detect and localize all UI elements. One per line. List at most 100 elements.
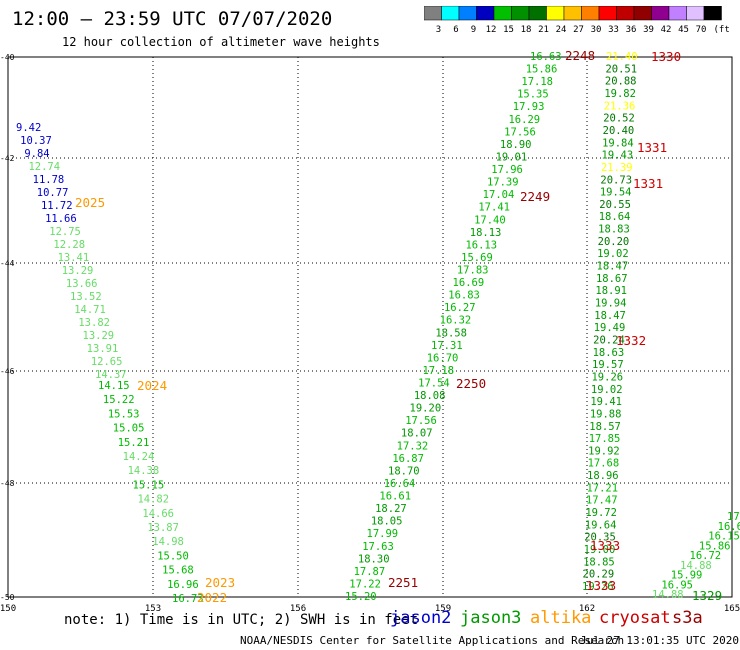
pass-label: 2250 xyxy=(456,376,486,391)
swh-value: 12.75 xyxy=(49,226,81,238)
swh-value: 16.13 xyxy=(465,239,497,251)
swh-value: 17.54 xyxy=(418,378,450,390)
map-frame xyxy=(7,56,733,598)
swh-value: 16.83 xyxy=(448,290,480,302)
scale-tick-label: 27 xyxy=(573,25,584,35)
scale-tick-label: 70 xyxy=(696,25,707,35)
swh-value: 16.64 xyxy=(384,478,416,490)
swh-value: 10.37 xyxy=(20,135,52,147)
swh-value: 20.73 xyxy=(600,174,632,186)
swh-value: 18.57 xyxy=(589,421,621,433)
swh-value: 14.71 xyxy=(74,304,106,316)
swh-value: 17.31 xyxy=(431,340,463,352)
pass-label: 1330 xyxy=(651,49,681,64)
swh-value: 15.86 xyxy=(526,64,558,76)
swh-value: 10.77 xyxy=(37,187,69,199)
swh-value: 17.41 xyxy=(478,202,510,214)
swh-value: 14.37 xyxy=(95,369,127,381)
swh-value: 16.70 xyxy=(427,352,459,364)
swh-value: 18.07 xyxy=(401,428,433,440)
pass-label: 2251 xyxy=(388,575,418,590)
swh-value: 15.86 xyxy=(699,540,731,552)
swh-value: 17.40 xyxy=(474,214,506,226)
swh-value: 17.63 xyxy=(362,541,394,553)
legend-altika: altika xyxy=(530,608,592,628)
swh-value: 17.85 xyxy=(589,433,621,445)
swh-value: 19.64 xyxy=(585,519,617,531)
scale-tick-label: 33 xyxy=(608,25,619,35)
swh-value: 13.91 xyxy=(87,343,119,355)
pass-label: 2024 xyxy=(137,378,167,393)
swh-value: 18.08 xyxy=(414,390,446,402)
swh-value: 14.66 xyxy=(142,508,174,520)
swh-value: 17.22 xyxy=(349,578,381,590)
swh-value: 14.82 xyxy=(137,494,169,506)
swh-value: 13.66 xyxy=(66,278,98,290)
swh-value: 17.56 xyxy=(405,415,437,427)
swh-value: 18.47 xyxy=(594,310,626,322)
swh-value: 16.27 xyxy=(444,302,476,314)
swh-value: 15.53 xyxy=(108,408,140,420)
pass-label: 1329 xyxy=(692,588,722,603)
pass-label: 1333 xyxy=(586,578,616,593)
swh-value: 17.83 xyxy=(457,264,489,276)
swh-value: 14.24 xyxy=(123,451,155,463)
swh-value: 12.65 xyxy=(91,356,123,368)
swh-value: 15.05 xyxy=(113,423,145,435)
swh-value: 18.70 xyxy=(388,465,420,477)
scale-tick-label: 42 xyxy=(661,25,672,35)
swh-value: 18.27 xyxy=(375,503,407,515)
swh-value: 16.73 xyxy=(172,593,204,605)
swh-value: 19.02 xyxy=(597,248,629,260)
swh-value: 19.88 xyxy=(590,408,622,420)
swh-value: 20.20 xyxy=(598,236,630,248)
swh-value: 17.04 xyxy=(483,189,515,201)
swh-value: 21.39 xyxy=(601,162,633,174)
swh-value: 13.52 xyxy=(70,291,102,303)
swh-value: 18.85 xyxy=(583,556,615,568)
legend-jason2: jason2 xyxy=(390,608,452,628)
swh-value: 15.99 xyxy=(671,570,703,582)
swh-value: 18.63 xyxy=(593,347,625,359)
legend-cryosat: cryosat xyxy=(599,608,671,628)
swh-value: 18.91 xyxy=(595,285,627,297)
swh-value: 19.43 xyxy=(602,150,634,162)
swh-value: 11.66 xyxy=(45,213,77,225)
swh-value: 20.35 xyxy=(584,532,616,544)
swh-value: 20.55 xyxy=(599,199,631,211)
swh-value: 17.18 xyxy=(521,76,553,88)
swh-value: 16.96 xyxy=(167,579,199,591)
swh-value: 19.00 xyxy=(584,544,616,556)
swh-value: 19.20 xyxy=(410,403,442,415)
scale-tick-label: 21 xyxy=(538,25,549,35)
swh-value: 15.50 xyxy=(157,550,189,562)
scale-tick-label: 45 xyxy=(678,25,689,35)
swh-value: 16.87 xyxy=(392,453,424,465)
swh-value: 14.88 xyxy=(652,589,684,601)
swh-value: 15.15 xyxy=(133,479,165,491)
swh-value: 13.87 xyxy=(147,522,179,534)
swh-value: 18.96 xyxy=(587,470,619,482)
pass-label: 1332 xyxy=(616,333,646,348)
swh-value: 18.47 xyxy=(597,261,629,273)
swh-value: 17.39 xyxy=(487,177,519,189)
swh-value: 20.40 xyxy=(603,125,635,137)
scale-tick-label: 6 xyxy=(453,25,458,35)
scale-tick-label: 15 xyxy=(503,25,514,35)
swh-value: 13.41 xyxy=(58,252,90,264)
scale-tick-label: 18 xyxy=(521,25,532,35)
scale-unit: (ft) xyxy=(714,25,731,35)
scale-tick-label: 24 xyxy=(556,25,567,35)
swh-value: 19.01 xyxy=(496,151,528,163)
swh-value: 15.35 xyxy=(517,89,549,101)
swh-value: 13.82 xyxy=(78,317,110,329)
note-text: note: 1) Time is in UTC; 2) SWH is in fe… xyxy=(64,612,419,628)
swh-value: 19.92 xyxy=(588,445,620,457)
swh-value: 16.32 xyxy=(440,315,472,327)
scale-tick-label: 9 xyxy=(471,25,476,35)
lat-tick-label: -50 xyxy=(0,593,15,602)
swh-value: 19.41 xyxy=(590,396,622,408)
footer-timestamp: Jul 27 13:01:35 UTC 2020 xyxy=(580,634,739,647)
swh-value: 16.69 xyxy=(453,277,485,289)
